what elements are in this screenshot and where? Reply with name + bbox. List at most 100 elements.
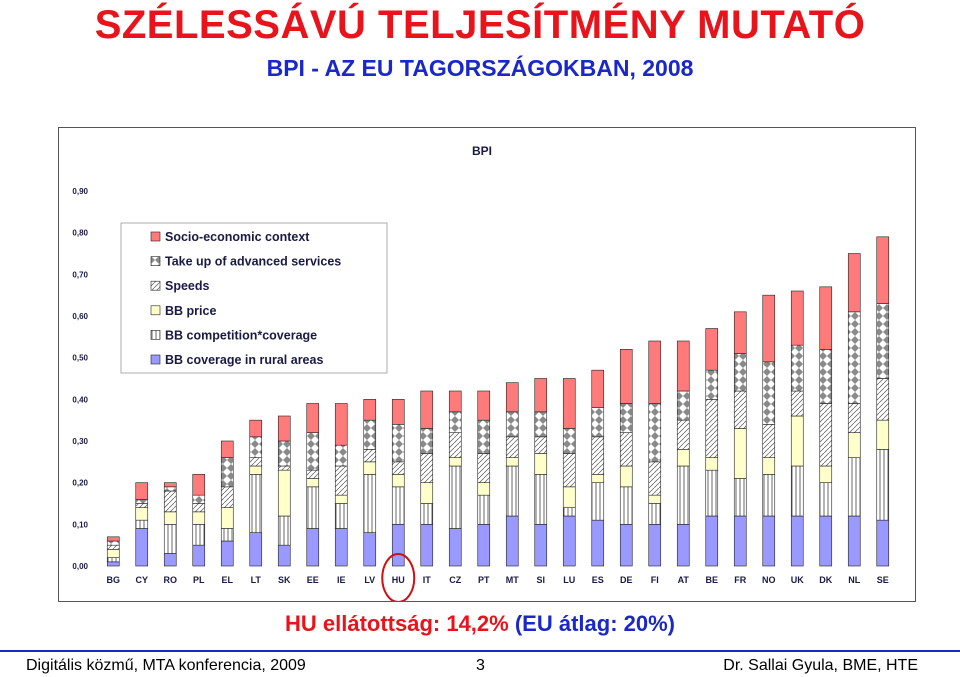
bar-segment <box>505 457 519 467</box>
footer-divider <box>0 650 960 652</box>
bar-segment <box>448 411 462 433</box>
legend-swatch <box>150 231 161 242</box>
legend-label: BB competition*coverage <box>165 328 317 342</box>
x-tick-label: SE <box>877 575 889 585</box>
bar-segment <box>106 549 120 558</box>
x-tick-label: DK <box>819 575 832 585</box>
bar-segment <box>220 486 234 508</box>
bar-segment <box>420 524 434 567</box>
bar-segment <box>448 465 462 529</box>
legend-label: Speeds <box>165 279 210 293</box>
legend-box <box>120 222 388 374</box>
bar-segment <box>648 494 662 504</box>
bar-segment <box>733 515 747 567</box>
bar-segment <box>534 453 548 475</box>
bar-segment <box>790 515 804 567</box>
bar-segment <box>705 457 719 471</box>
bar-segment <box>534 436 548 454</box>
bar-segment <box>334 494 348 504</box>
bar-segment <box>420 482 434 504</box>
bar-segment <box>420 503 434 525</box>
y-tick-label: 0,00 <box>72 562 88 571</box>
bar-segment <box>106 544 120 550</box>
footer-event: Digitális közmű, MTA konferencia, 2009 <box>26 657 306 674</box>
bar-segment <box>562 453 576 488</box>
bar-segment <box>391 424 405 463</box>
footer-author: Dr. Sallai Gyula, BME, HTE <box>723 657 918 674</box>
bar-segment <box>790 344 804 392</box>
bar-segment <box>591 482 605 521</box>
bar-segment <box>192 544 206 567</box>
bar-segment <box>277 465 291 471</box>
bar-segment <box>306 528 320 567</box>
legend-swatch <box>150 330 161 340</box>
bar-segment <box>135 528 149 567</box>
bar-segment <box>277 515 291 546</box>
bar-segment <box>277 544 291 567</box>
bar-segment <box>505 515 519 567</box>
x-tick-label: EL <box>221 575 233 585</box>
slide-title: SZÉLESSÁVÚ TELJESÍTMÉNY MUTATÓ <box>94 3 866 47</box>
bar-segment <box>334 403 348 446</box>
bar-segment <box>163 486 177 492</box>
bar-segment <box>648 403 662 463</box>
bar-segment <box>619 432 633 467</box>
bar-segment <box>790 415 804 467</box>
bar-segment <box>705 399 719 458</box>
bar-segment <box>420 428 434 454</box>
bar-segment <box>534 474 548 525</box>
x-tick-label: DE <box>620 575 633 585</box>
bar-segment <box>163 524 177 554</box>
bar-segment <box>448 457 462 467</box>
x-tick-label: PL <box>193 575 205 585</box>
bar-segment <box>448 528 462 567</box>
bar-segment <box>762 424 776 458</box>
x-tick-label: ES <box>592 575 604 585</box>
bar-segment <box>363 419 377 450</box>
bar-segment <box>391 474 405 488</box>
bar-segment <box>249 436 263 458</box>
bar-segment <box>249 419 263 438</box>
bar-segment <box>505 465 519 517</box>
x-tick-label: NL <box>848 575 860 585</box>
bar-segment <box>876 419 890 450</box>
bar-segment <box>733 390 747 429</box>
x-tick-label: BG <box>107 575 121 585</box>
x-tick-label: LU <box>563 575 575 585</box>
bar-segment <box>847 515 861 567</box>
bar-segment <box>619 349 633 404</box>
y-tick-label: 0,70 <box>72 270 88 279</box>
bar-segment <box>163 553 177 567</box>
bar-segment <box>562 428 576 454</box>
bar-segment <box>648 524 662 567</box>
bar-segment <box>135 519 149 529</box>
footer-page-number: 3 <box>476 657 485 674</box>
bar-segment <box>391 399 405 425</box>
bar-segment <box>534 378 548 413</box>
bar-segment <box>676 390 690 421</box>
bar-segment <box>790 390 804 417</box>
legend-label: Socio-economic context <box>165 230 310 244</box>
x-tick-label: RO <box>164 575 178 585</box>
x-tick-label: EE <box>307 575 319 585</box>
y-tick-label: 0,60 <box>72 312 88 321</box>
bar-segment <box>676 465 690 525</box>
x-tick-label: PT <box>478 575 490 585</box>
bar-segment <box>819 403 833 467</box>
bar-segment <box>790 290 804 346</box>
bar-segment <box>847 432 861 458</box>
bar-segment <box>676 340 690 392</box>
bar-segment <box>477 494 491 525</box>
bar-segment <box>135 507 149 521</box>
legend-swatch <box>150 354 161 365</box>
y-tick-label: 0,90 <box>72 187 88 196</box>
x-tick-label: CY <box>135 575 148 585</box>
bar-segment <box>391 461 405 475</box>
bar-segment <box>619 465 633 488</box>
bar-segment <box>220 528 234 542</box>
legend-swatch <box>150 256 161 266</box>
x-tick-label: SI <box>536 575 545 585</box>
bar-segment <box>705 369 719 400</box>
bar-segment <box>762 361 776 425</box>
bar-segment <box>334 444 348 467</box>
